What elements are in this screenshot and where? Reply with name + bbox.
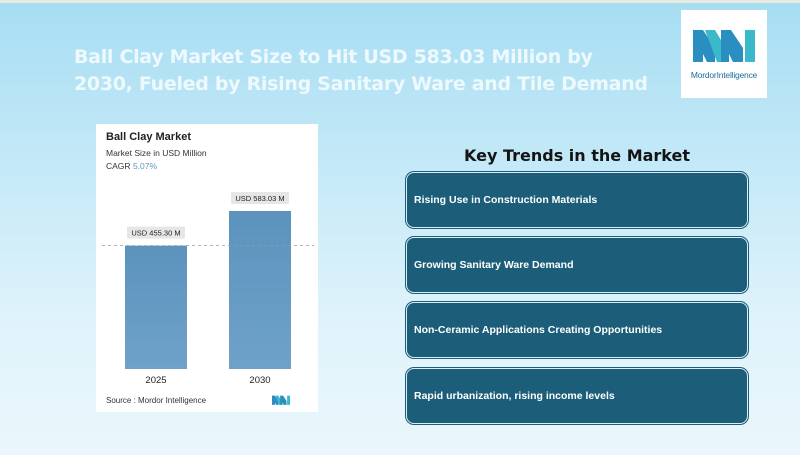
trend-item: Rapid urbanization, rising income levels xyxy=(406,368,748,424)
bar-chart: USD 455.30 M 2025 USD 583.03 M 2030 xyxy=(102,192,314,386)
trend-item: Non-Ceramic Applications Creating Opport… xyxy=(406,302,748,358)
chart-source: Source : Mordor Intelligence xyxy=(106,396,207,405)
cagr-label: CAGR xyxy=(106,161,131,171)
company-logo: MordorIntelligence xyxy=(681,10,767,98)
x-tick-label: 2030 xyxy=(249,375,270,386)
logo-suffix-text: Intelligence xyxy=(716,70,758,80)
data-label: USD 583.03 M xyxy=(235,194,284,203)
data-label-box xyxy=(231,192,289,204)
logo-brand-text: Mordor xyxy=(690,70,717,80)
trend-item: Rising Use in Construction Materials xyxy=(406,172,748,228)
trend-item: Growing Sanitary Ware Demand xyxy=(406,237,748,293)
logo-wordmark: MordorIntelligence xyxy=(681,70,767,80)
chart-cagr: CAGR 5.07% xyxy=(106,161,157,171)
page-headline: Ball Clay Market Size to Hit USD 583.03 … xyxy=(74,46,648,95)
data-label-box xyxy=(127,226,185,239)
bar-2030 xyxy=(229,211,291,369)
mordor-logo-icon xyxy=(693,30,755,62)
top-border xyxy=(0,0,800,3)
cagr-value: 5.07% xyxy=(132,161,158,171)
data-label: USD 455.30 M xyxy=(131,229,180,238)
chart-card: Ball Clay Market Market Size in USD Mill… xyxy=(96,124,318,412)
chart-title: Ball Clay Market xyxy=(106,131,191,143)
trends-title: Key Trends in the Market xyxy=(463,146,691,165)
x-tick-label: 2025 xyxy=(145,375,166,386)
mini-logo-icon xyxy=(272,395,290,405)
bar-2025 xyxy=(125,245,187,369)
chart-subtitle: Market Size in USD Million xyxy=(106,148,207,158)
